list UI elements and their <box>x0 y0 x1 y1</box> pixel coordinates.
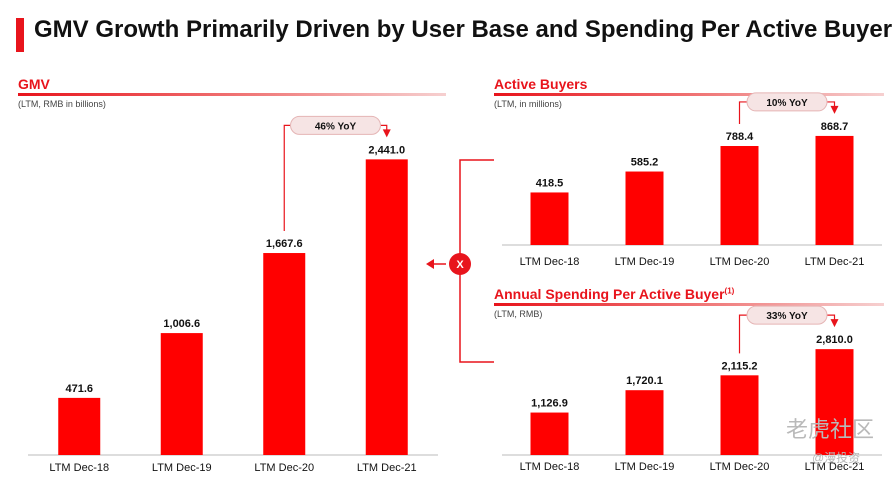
gmv-yoy-pill <box>290 115 381 135</box>
spending-title-underline <box>494 303 884 306</box>
gmv-bar-3 <box>365 159 408 455</box>
spending-category-label-3: LTM Dec-21 <box>805 461 865 473</box>
gmv-value-label-2: 1,667.6 <box>266 238 303 250</box>
gmv-chart-subtitle: (LTM, RMB in billions) <box>18 99 106 109</box>
active-buyers-chart-title: Active Buyers <box>494 76 588 92</box>
gmv-category-label-2: LTM Dec-20 <box>254 462 314 474</box>
page-title: GMV Growth Primarily Driven by User Base… <box>34 16 893 43</box>
active_buyers-bar-2 <box>720 146 759 245</box>
gmv-category-label-3: LTM Dec-21 <box>357 462 417 474</box>
spending-yoy-arrow-head <box>830 319 839 328</box>
spending-value-label-0: 1,126.9 <box>531 398 568 410</box>
gmv-yoy-label: 46% YoY <box>315 121 357 132</box>
spending-chart-title: Annual Spending Per Active Buyer(1) <box>494 286 734 302</box>
active_buyers-yoy-pill <box>746 92 828 112</box>
gmv-chart-title: GMV <box>18 76 50 92</box>
active_buyers-value-label-0: 418.5 <box>536 177 564 189</box>
spending-chart-title-text: Annual Spending Per Active Buyer <box>494 286 725 302</box>
gmv-value-label-3: 2,441.0 <box>368 144 405 156</box>
active_buyers-bar-3 <box>815 135 854 245</box>
connector-arrow-head <box>426 259 434 269</box>
title-accent-bar <box>16 18 24 52</box>
spending-value-label-3: 2,810.0 <box>816 334 853 346</box>
spending-yoy-label: 33% YoY <box>766 311 808 322</box>
spending-bar-0 <box>530 412 569 455</box>
spending-footnote-marker: (1) <box>724 286 735 296</box>
gmv-bar-2 <box>263 253 306 455</box>
gmv-title-underline <box>18 93 446 96</box>
active_buyers-yoy-arrow-head <box>830 105 839 114</box>
active_buyers-category-label-0: LTM Dec-18 <box>520 256 580 268</box>
active_buyers-category-label-1: LTM Dec-19 <box>615 256 675 268</box>
active-buyers-title-underline <box>494 93 884 96</box>
spending-bar-3 <box>815 349 854 455</box>
spending-yoy-pill <box>746 305 828 325</box>
spending-value-label-1: 1,720.1 <box>626 375 663 387</box>
spending-category-label-0: LTM Dec-18 <box>520 461 580 473</box>
active_buyers-value-label-3: 868.7 <box>821 121 849 133</box>
active_buyers-category-label-3: LTM Dec-21 <box>805 256 865 268</box>
active_buyers-bar-0 <box>530 192 569 245</box>
gmv-yoy-arrow-head <box>382 129 391 138</box>
watermark-secondary: @漫投资 <box>812 451 861 465</box>
gmv-value-label-0: 471.6 <box>65 383 93 395</box>
spending-chart-subtitle: (LTM, RMB) <box>494 309 543 319</box>
multiply-operator-circle <box>449 253 471 275</box>
spending-category-label-1: LTM Dec-19 <box>615 461 675 473</box>
spending-category-label-2: LTM Dec-20 <box>710 461 770 473</box>
gmv-bar-1 <box>160 333 203 455</box>
active-buyers-chart-subtitle: (LTM, in millions) <box>494 99 562 109</box>
active_buyers-yoy-label: 10% YoY <box>766 98 808 109</box>
gmv-value-label-1: 1,006.6 <box>163 318 200 330</box>
active_buyers-value-label-1: 585.2 <box>631 157 659 169</box>
watermark-primary: 老虎社区 <box>786 417 875 442</box>
spending-bar-1 <box>625 390 664 455</box>
active_buyers-category-label-2: LTM Dec-20 <box>710 256 770 268</box>
multiply-operator-symbol: X <box>456 259 464 271</box>
gmv-category-label-1: LTM Dec-19 <box>152 462 212 474</box>
gmv-bar-0 <box>58 397 101 455</box>
spending-value-label-2: 2,115.2 <box>721 360 757 372</box>
active_buyers-bar-1 <box>625 171 664 245</box>
spending-bar-2 <box>720 375 759 455</box>
gmv-category-label-0: LTM Dec-18 <box>49 462 109 474</box>
active_buyers-value-label-2: 788.4 <box>726 131 754 143</box>
